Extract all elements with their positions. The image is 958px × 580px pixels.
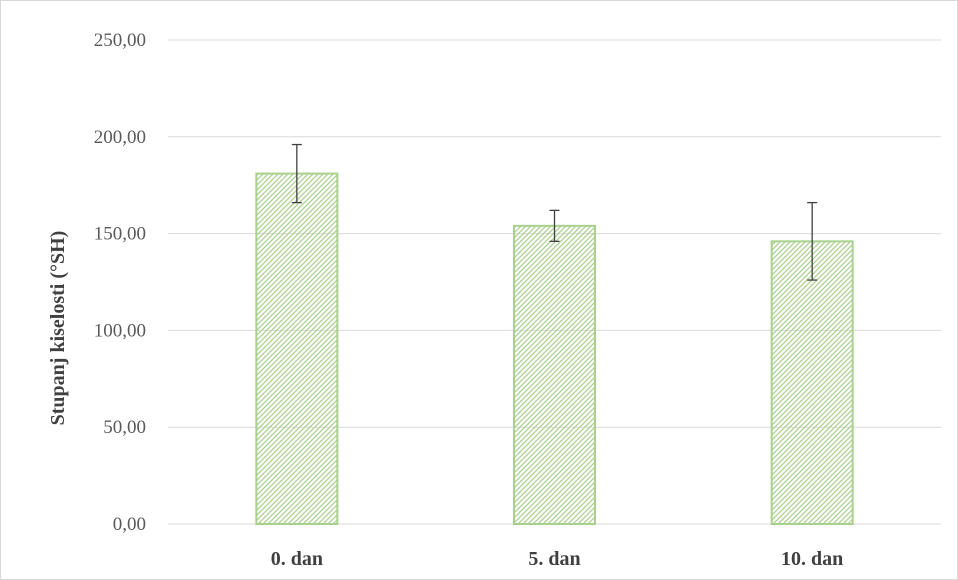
y-tick-label: 200,00 bbox=[94, 127, 146, 148]
error-bar bbox=[549, 209, 560, 242]
error-bar bbox=[291, 143, 302, 204]
error-bar bbox=[807, 201, 818, 281]
bars bbox=[255, 172, 854, 526]
y-tick-label: 50,00 bbox=[103, 417, 146, 438]
bar bbox=[255, 172, 339, 525]
bar bbox=[513, 224, 596, 526]
y-tick-label: 250,00 bbox=[94, 30, 146, 51]
y-axis-title: Stupanj kiselosti (°SH) bbox=[47, 231, 69, 426]
error-bars bbox=[291, 143, 818, 281]
x-axis-categories: 0. dan 5. dan 10. dan bbox=[271, 548, 844, 570]
x-category-label: 10. dan bbox=[781, 548, 843, 570]
y-tick-label: 150,00 bbox=[94, 224, 146, 245]
y-axis-ticks: 0,00 50,00 100,00 150,00 200,00 250,00 bbox=[94, 30, 146, 535]
bar bbox=[770, 240, 854, 525]
x-category-label: 0. dan bbox=[271, 548, 323, 570]
y-tick-label: 0,00 bbox=[113, 514, 146, 535]
y-tick-label: 100,00 bbox=[94, 320, 146, 341]
x-category-label: 5. dan bbox=[528, 548, 580, 570]
